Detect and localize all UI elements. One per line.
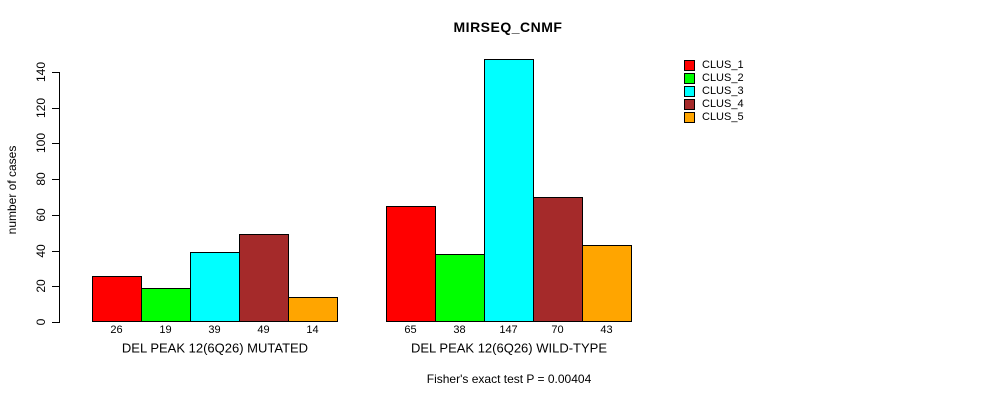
legend-item-clus-2: CLUS_2 xyxy=(684,72,744,85)
y-axis-tick xyxy=(52,250,59,252)
y-axis-tick-label: 140 xyxy=(34,61,48,83)
legend-swatch-clus-5 xyxy=(684,112,695,123)
bar-clus_2-group2 xyxy=(435,254,485,322)
y-axis-tick-label: 80 xyxy=(34,172,48,186)
y-axis-tick-label: 20 xyxy=(34,279,48,293)
bar-clus_3-group2 xyxy=(484,59,534,322)
bar-value-label: 19 xyxy=(159,324,172,336)
legend-item-clus-4: CLUS_4 xyxy=(684,98,744,111)
bar-value-label: 26 xyxy=(110,324,123,336)
y-axis-tick xyxy=(52,322,59,323)
bar-clus_4-group2 xyxy=(533,197,583,322)
bar-value-label: 49 xyxy=(257,324,270,336)
legend-item-clus-3: CLUS_3 xyxy=(684,85,744,98)
y-axis-tick xyxy=(52,107,59,109)
bar-value-label: 70 xyxy=(551,324,564,336)
y-axis-tick xyxy=(52,179,59,181)
y-axis-label: number of cases xyxy=(5,145,19,235)
bar-clus_4-group1 xyxy=(239,234,289,322)
y-axis-tick-label: 40 xyxy=(34,243,48,258)
legend-label-clus-2: CLUS_2 xyxy=(702,72,744,84)
legend-swatch-clus-4 xyxy=(684,99,695,110)
category-label-mutated: DEL PEAK 12(6Q26) MUTATED xyxy=(121,340,309,356)
y-axis-tick xyxy=(52,286,59,288)
category-label-wild-type: DEL PEAK 12(6Q26) WILD-TYPE xyxy=(410,340,608,356)
legend-label-clus-3: CLUS_3 xyxy=(702,85,744,97)
bar-value-label: 65 xyxy=(404,324,417,336)
y-axis-line xyxy=(59,72,60,323)
legend-label-clus-1: CLUS_1 xyxy=(702,59,744,71)
bar-clus_1-group2 xyxy=(386,206,436,322)
bar-clus_5-group2 xyxy=(582,245,632,322)
legend-swatch-clus-1 xyxy=(684,60,695,71)
y-axis-tick-label: 100 xyxy=(34,133,48,154)
y-axis-tick-label: 120 xyxy=(34,97,48,118)
legend: CLUS_1 CLUS_2 CLUS_3 CLUS_4 CLUS_5 xyxy=(684,59,744,124)
chart-title: MIRSEQ_CNMF xyxy=(453,19,563,35)
bar-clus_2-group1 xyxy=(141,288,191,322)
legend-item-clus-5: CLUS_5 xyxy=(684,111,744,124)
y-axis-tick xyxy=(52,214,59,216)
y-axis-tick-label: 0 xyxy=(34,318,48,326)
bar-value-label: 147 xyxy=(499,324,518,336)
bar-clus_5-group1 xyxy=(288,297,338,322)
bar-clus_3-group1 xyxy=(190,252,240,322)
y-axis-tick xyxy=(52,72,59,73)
y-axis-tick-label: 60 xyxy=(34,208,48,222)
legend-item-clus-1: CLUS_1 xyxy=(684,59,744,72)
y-axis-tick xyxy=(52,143,59,145)
legend-swatch-clus-3 xyxy=(684,86,695,97)
bar-value-label: 38 xyxy=(453,324,466,336)
legend-swatch-clus-2 xyxy=(684,73,695,84)
fisher-test-annotation: Fisher's exact test P = 0.00404 xyxy=(426,372,592,386)
legend-label-clus-4: CLUS_4 xyxy=(702,98,744,110)
bar-value-label: 14 xyxy=(306,324,319,336)
bar-clus_1-group1 xyxy=(92,276,142,322)
bar-value-label: 43 xyxy=(600,324,613,336)
legend-label-clus-5: CLUS_5 xyxy=(702,111,744,123)
bar-value-label: 39 xyxy=(208,324,221,336)
